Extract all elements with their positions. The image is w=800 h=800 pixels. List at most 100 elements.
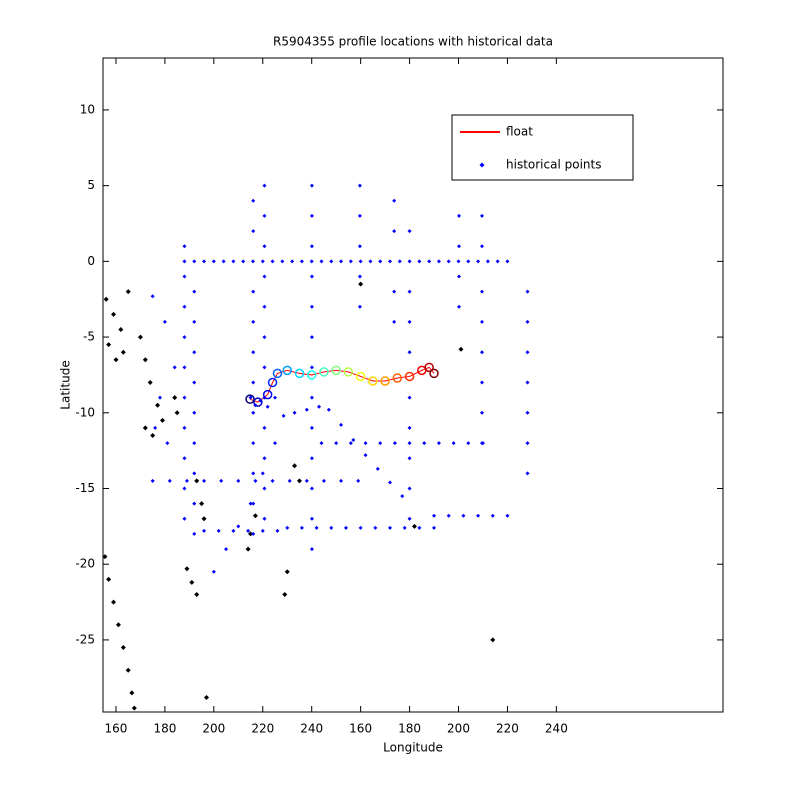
- x-tick-label: 200: [447, 722, 470, 736]
- y-tick-label: -20: [75, 557, 95, 571]
- land-point: [201, 516, 207, 522]
- land-point: [125, 289, 131, 295]
- historical-point: [525, 350, 530, 355]
- land-point: [174, 410, 180, 416]
- historical-point: [309, 547, 314, 552]
- historical-point: [251, 380, 256, 385]
- land-point: [103, 296, 109, 302]
- historical-point: [329, 525, 334, 530]
- historical-point: [260, 259, 265, 264]
- historical-point: [251, 319, 256, 324]
- historical-point: [309, 183, 314, 188]
- historical-point: [309, 213, 314, 218]
- historical-point: [251, 289, 256, 294]
- historical-point: [321, 478, 326, 483]
- historical-point: [495, 259, 500, 264]
- land-point: [203, 694, 209, 700]
- historical-point: [309, 274, 314, 279]
- x-tick-label: 240: [545, 722, 568, 736]
- historical-point: [192, 289, 197, 294]
- chart-title: R5904355 profile locations with historic…: [273, 35, 553, 49]
- historical-point: [251, 350, 256, 355]
- x-tick-label: 220: [496, 722, 519, 736]
- land-point: [129, 690, 135, 696]
- historical-point: [351, 438, 356, 443]
- historical-point: [262, 456, 267, 461]
- land-point: [189, 579, 195, 585]
- legend-label: historical points: [506, 158, 601, 172]
- historical-point: [407, 425, 412, 430]
- historical-point: [184, 478, 189, 483]
- historical-point: [251, 531, 256, 536]
- historical-point: [479, 319, 484, 324]
- historical-point: [392, 319, 397, 324]
- historical-point: [375, 466, 380, 471]
- historical-point: [339, 478, 344, 483]
- land-point: [245, 546, 251, 552]
- land-point: [358, 281, 364, 287]
- historical-point: [182, 516, 187, 521]
- historical-point: [339, 422, 344, 427]
- x-tick-label: 240: [300, 722, 323, 736]
- historical-point: [480, 441, 485, 446]
- historical-point: [427, 259, 432, 264]
- historical-point: [270, 259, 275, 264]
- land-point: [120, 349, 126, 355]
- historical-point: [251, 198, 256, 203]
- historical-point: [407, 289, 412, 294]
- land-point: [111, 599, 117, 605]
- historical-point: [368, 259, 373, 264]
- historical-point: [357, 274, 362, 279]
- historical-point: [172, 365, 177, 370]
- historical-point: [231, 528, 236, 533]
- historical-point: [153, 425, 158, 430]
- historical-point: [466, 441, 471, 446]
- float-point: [245, 394, 255, 404]
- historical-point: [260, 528, 265, 533]
- historical-point: [525, 441, 530, 446]
- historical-point: [250, 259, 255, 264]
- historical-point: [314, 525, 319, 530]
- historical-point: [290, 259, 295, 264]
- historical-point: [317, 404, 322, 409]
- historical-point: [451, 441, 456, 446]
- historical-point: [285, 525, 290, 530]
- x-tick-label: 180: [153, 722, 176, 736]
- historical-point: [309, 486, 314, 491]
- historical-point: [192, 441, 197, 446]
- historical-point: [407, 319, 412, 324]
- historical-point: [432, 513, 437, 518]
- historical-point: [357, 304, 362, 309]
- historical-point: [476, 259, 481, 264]
- land-point: [252, 513, 258, 519]
- land-point: [292, 463, 298, 469]
- x-tick-label: 220: [251, 722, 274, 736]
- historical-point: [417, 259, 422, 264]
- historical-point: [309, 425, 314, 430]
- historical-point: [388, 259, 393, 264]
- historical-point: [490, 513, 495, 518]
- historical-point: [456, 274, 461, 279]
- land-point: [125, 667, 131, 673]
- land-point: [113, 357, 119, 363]
- historical-point: [309, 516, 314, 521]
- x-axis-label: Longitude: [383, 741, 443, 755]
- land-point: [111, 311, 117, 317]
- historical-point: [309, 395, 314, 400]
- historical-point: [479, 213, 484, 218]
- historical-point: [326, 407, 331, 412]
- historical-point: [192, 259, 197, 264]
- historical-point: [479, 380, 484, 385]
- float-point: [404, 371, 415, 382]
- historical-point: [262, 213, 267, 218]
- historical-point: [192, 380, 197, 385]
- land-point: [131, 705, 137, 711]
- historical-point: [392, 289, 397, 294]
- historical-point: [348, 441, 353, 446]
- historical-point: [525, 471, 530, 476]
- y-tick-label: -5: [83, 330, 95, 344]
- historical-point: [251, 501, 256, 506]
- historical-point: [309, 335, 314, 340]
- historical-point: [392, 229, 397, 234]
